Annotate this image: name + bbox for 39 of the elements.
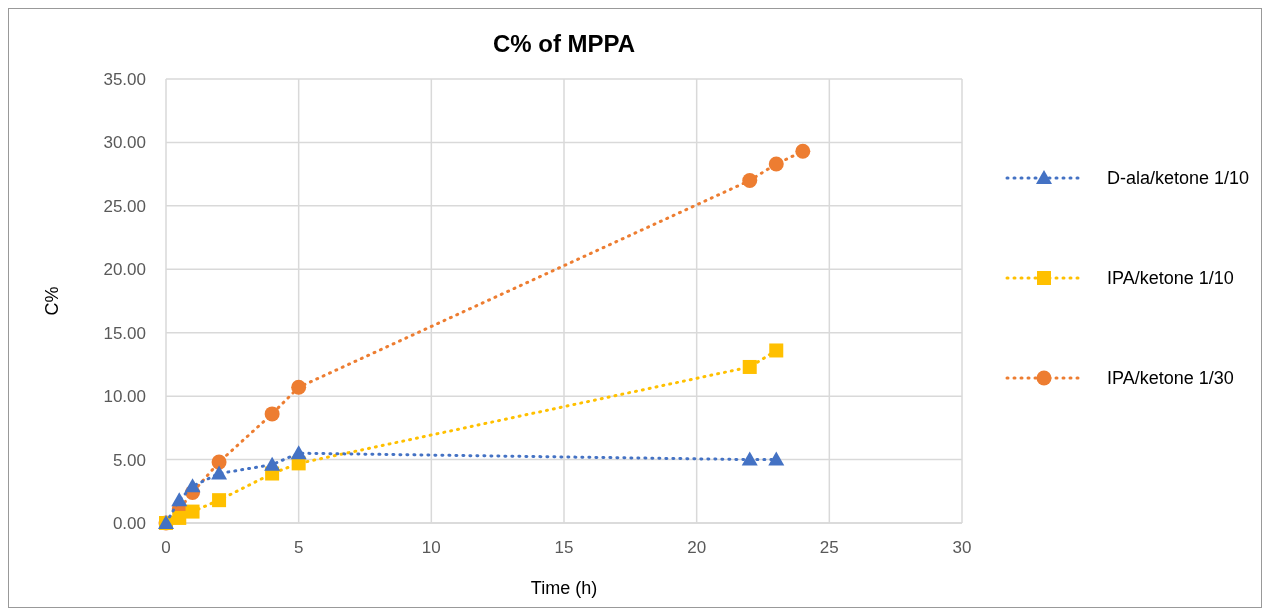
legend-label: D-ala/ketone 1/10 — [1107, 168, 1250, 188]
point — [184, 478, 201, 493]
y-tick-label: 30.00 — [103, 133, 146, 153]
point — [211, 454, 227, 470]
chart-title: C% of MPPA — [492, 30, 636, 57]
x-axis-title: Time (h) — [530, 578, 598, 598]
point — [264, 406, 280, 422]
x-tick-label: 20 — [687, 538, 707, 557]
point — [290, 445, 307, 460]
point — [795, 143, 811, 159]
legend-label: IPA/ketone 1/30 — [1107, 368, 1234, 388]
point — [212, 493, 227, 508]
point — [291, 379, 307, 395]
point — [768, 451, 785, 466]
point — [185, 504, 200, 519]
y-tick-label: 25.00 — [103, 196, 146, 216]
x-tick-label: 10 — [421, 538, 441, 557]
point — [211, 465, 228, 480]
y-axis-title: C% — [42, 286, 62, 316]
x-tick-label: 5 — [293, 538, 304, 557]
point — [171, 492, 188, 507]
y-tick-label: 5.00 — [112, 450, 146, 470]
y-tick-label: 10.00 — [103, 387, 146, 407]
y-tick-label: 15.00 — [103, 323, 146, 343]
x-tick-label: 25 — [819, 538, 839, 557]
legend-label: IPA/ketone 1/10 — [1107, 268, 1234, 288]
x-tick-label: 30 — [952, 538, 972, 557]
y-tick-label: 35.00 — [103, 70, 146, 89]
point — [742, 172, 758, 188]
x-tick-label: 0 — [161, 538, 171, 557]
point — [741, 451, 758, 466]
point — [768, 156, 784, 172]
x-tick-label: 15 — [554, 538, 574, 557]
y-tick-label: 0.00 — [112, 514, 146, 533]
point — [742, 359, 757, 374]
point — [264, 456, 281, 471]
y-tick-label: 20.00 — [103, 260, 146, 280]
point — [769, 343, 784, 358]
point — [172, 510, 187, 525]
